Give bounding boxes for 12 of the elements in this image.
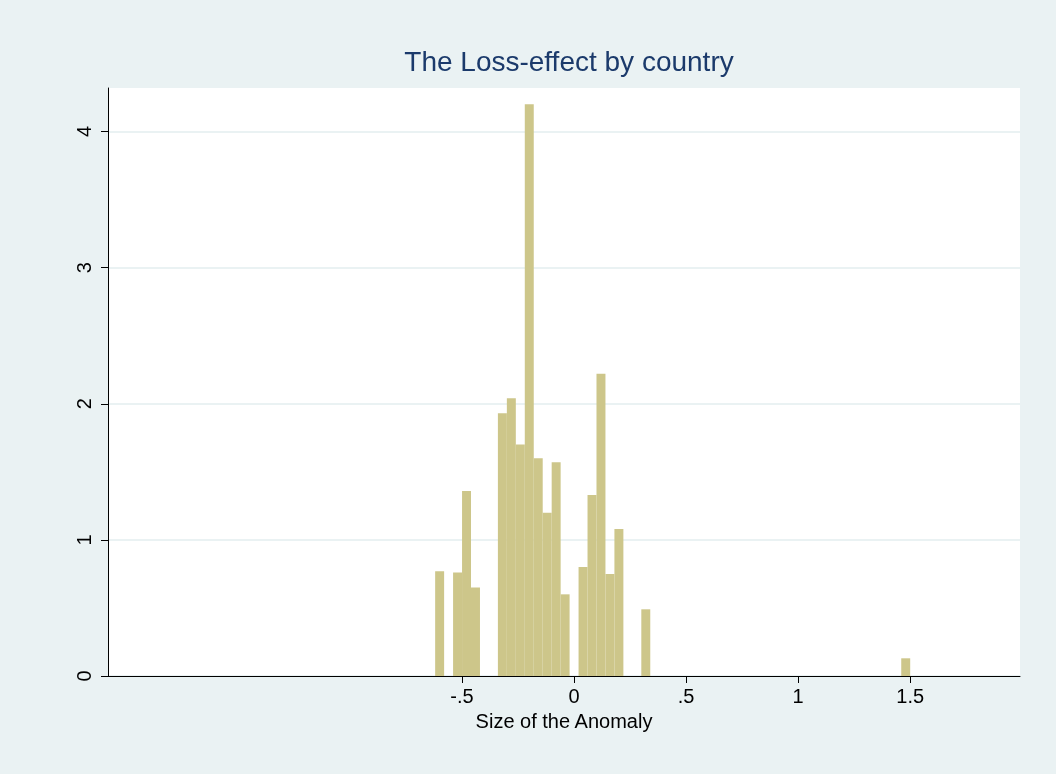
x-tick-label: 1 (792, 685, 804, 707)
x-tick-label: 1.5 (896, 685, 925, 707)
y-tick-label: 1 (73, 534, 95, 546)
y-tick-label: 4 (73, 125, 95, 138)
x-tick-label: -.5 (450, 685, 474, 707)
chart-title: The Loss-effect by country (404, 45, 734, 77)
x-tick-label: .5 (677, 685, 695, 707)
y-tick-label: 3 (73, 262, 95, 274)
y-tick-label: 2 (73, 398, 95, 410)
x-tick-label: 0 (568, 685, 580, 707)
y-tick-label: 0 (73, 670, 95, 682)
x-axis-title: Size of the Anomaly (475, 709, 653, 732)
